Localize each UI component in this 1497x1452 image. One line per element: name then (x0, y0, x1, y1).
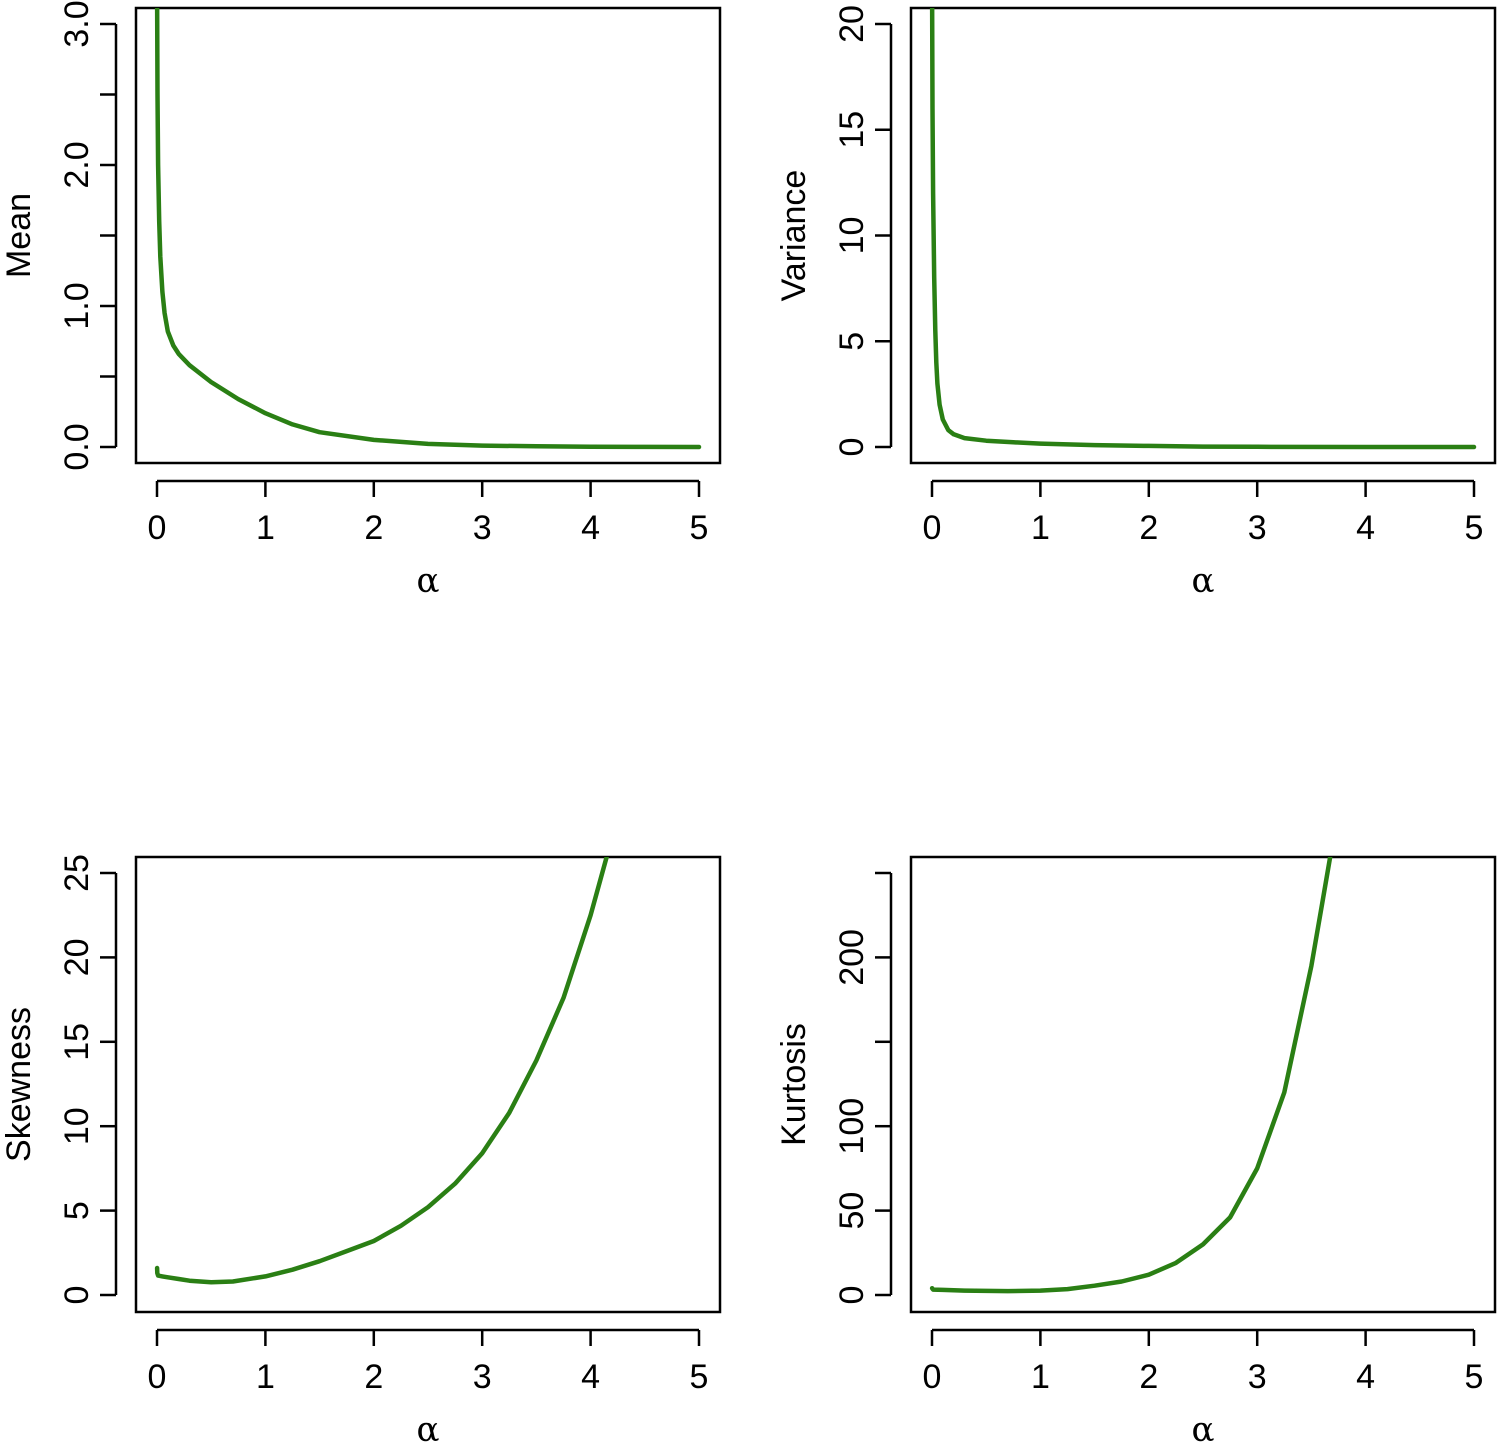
skewness-panel: 0 1 2 3 4 5 0 5 10 15 20 25 α Skewness (0, 854, 722, 1450)
variance-series-line (929, 8, 1477, 450)
skewness-series-line (154, 857, 609, 1285)
kurtosis-x-tick-label: 2 (1139, 1358, 1158, 1396)
mean-y-tick-label: 0.0 (58, 423, 96, 470)
variance-y-tick-label: 15 (833, 111, 871, 149)
kurtosis-y-tick-label: 100 (833, 1098, 871, 1155)
kurtosis-y-tick-label: 50 (833, 1192, 871, 1230)
variance-x-tick-label: 0 (923, 509, 942, 547)
skewness-y-tick-label: 15 (58, 1023, 96, 1061)
skewness-y-tick-label: 25 (58, 854, 96, 892)
kurtosis-x-tick-label: 0 (923, 1358, 942, 1396)
skewness-y-tick-label: 5 (58, 1201, 96, 1220)
variance-x-axis-title: α (1192, 561, 1215, 601)
variance-x-tick-label: 4 (1356, 509, 1375, 547)
variance-y-tick-label: 5 (833, 332, 871, 351)
variance-x-tick-label: 2 (1139, 509, 1158, 547)
mean-y-axis-title: Mean (0, 193, 38, 278)
kurtosis-x-tick-label: 3 (1248, 1358, 1267, 1396)
variance-panel: 0 1 2 3 4 5 0 5 10 15 20 α Variance (775, 5, 1497, 601)
skewness-y-tick-label: 0 (58, 1286, 96, 1305)
kurtosis-y-axis-title: Kurtosis (775, 1023, 813, 1146)
mean-y-tick-label: 1.0 (58, 282, 96, 329)
variance-y-tick-label: 10 (833, 217, 871, 255)
variance-x-tick-label: 5 (1465, 509, 1484, 547)
kurtosis-x-axis-title: α (1192, 1410, 1215, 1450)
skewness-x-tick-label: 0 (148, 1358, 167, 1396)
mean-plot-frame (134, 6, 722, 465)
mean-series-line (154, 8, 702, 450)
mean-y-tick-label: 2.0 (58, 141, 96, 188)
variance-x-tick-label: 1 (1031, 509, 1050, 547)
variance-y-tick-label: 0 (833, 438, 871, 457)
skewness-y-axis-title: Skewness (0, 1007, 38, 1162)
skewness-x-tick-label: 2 (364, 1358, 383, 1396)
variance-y-axis-title: Variance (775, 170, 813, 302)
kurtosis-x-tick-label: 4 (1356, 1358, 1375, 1396)
skewness-x-axis-title: α (417, 1410, 440, 1450)
mean-x-tick-label: 1 (256, 509, 275, 547)
skewness-y-tick-label: 20 (58, 938, 96, 976)
skewness-x-tick-label: 4 (581, 1358, 600, 1396)
skewness-x-tick-label: 5 (690, 1358, 709, 1396)
variance-x-tick-label: 3 (1248, 509, 1267, 547)
mean-y-tick-label: 3.0 (58, 0, 96, 47)
skewness-x-tick-label: 3 (473, 1358, 492, 1396)
variance-plot-frame (909, 6, 1497, 465)
mean-x-tick-label: 4 (581, 509, 600, 547)
mean-x-tick-label: 3 (473, 509, 492, 547)
kurtosis-plot-frame (909, 855, 1497, 1314)
variance-y-tick-label: 20 (833, 5, 871, 43)
mean-x-axis-title: α (417, 561, 440, 601)
skewness-plot-frame (134, 855, 722, 1314)
mean-x-tick-label: 2 (364, 509, 383, 547)
kurtosis-y-tick-label: 200 (833, 929, 871, 986)
kurtosis-x-tick-label: 5 (1465, 1358, 1484, 1396)
kurtosis-x-tick-label: 1 (1031, 1358, 1050, 1396)
skewness-y-tick-label: 10 (58, 1107, 96, 1145)
mean-panel: 0 1 2 3 4 5 0.0 1.0 2.0 3.0 α Mean (0, 0, 722, 601)
skewness-x-tick-label: 1 (256, 1358, 275, 1396)
kurtosis-y-tick-label: 0 (833, 1286, 871, 1305)
mean-x-tick-label: 0 (148, 509, 167, 547)
mean-x-tick-label: 5 (690, 509, 709, 547)
kurtosis-series-line (929, 857, 1333, 1294)
